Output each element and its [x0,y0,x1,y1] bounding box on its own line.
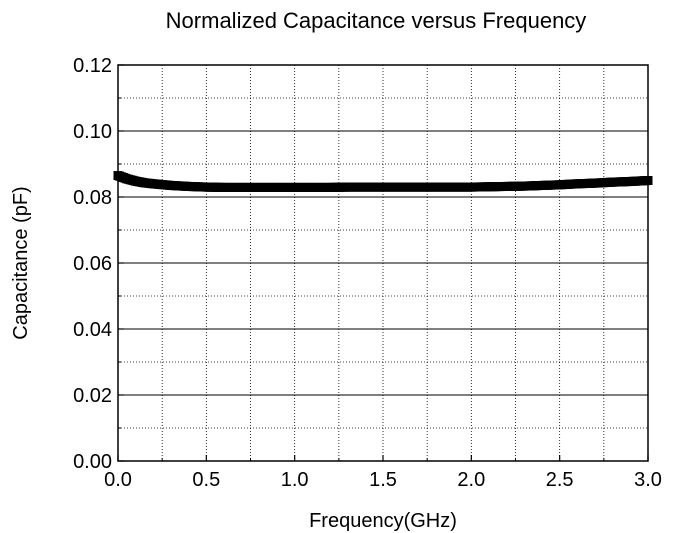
x-axis-label: Frequency(GHz) [309,510,457,532]
data-series [113,171,653,192]
x-tick-label: 0.0 [104,469,132,491]
x-axis: 0.0 0.5 1.0 1.5 2.0 2.5 3.0 [104,455,662,491]
x-tick-label: 2.0 [457,469,485,491]
x-tick-label: 3.0 [634,469,662,491]
x-tick-label: 2.5 [546,469,574,491]
x-tick-label: 0.5 [192,469,220,491]
y-tick-label: 0.04 [73,319,112,341]
x-tick-label: 1.0 [281,469,309,491]
y-tick-label: 0.10 [73,121,112,143]
chart-title: Normalized Capacitance versus Frequency [166,8,587,33]
x-tick-label: 1.5 [369,469,397,491]
y-tick-label: 0.02 [73,385,112,407]
y-tick-label: 0.06 [73,253,112,275]
y-tick-label: 0.08 [73,187,112,209]
y-tick-label: 0.00 [73,451,112,473]
y-axis: 0.00 0.02 0.04 0.06 0.08 0.10 0.12 [73,55,124,473]
y-tick-label: 0.12 [73,55,112,77]
grid-lines [118,65,648,461]
y-axis-label: Capacitance (pF) [10,186,32,339]
